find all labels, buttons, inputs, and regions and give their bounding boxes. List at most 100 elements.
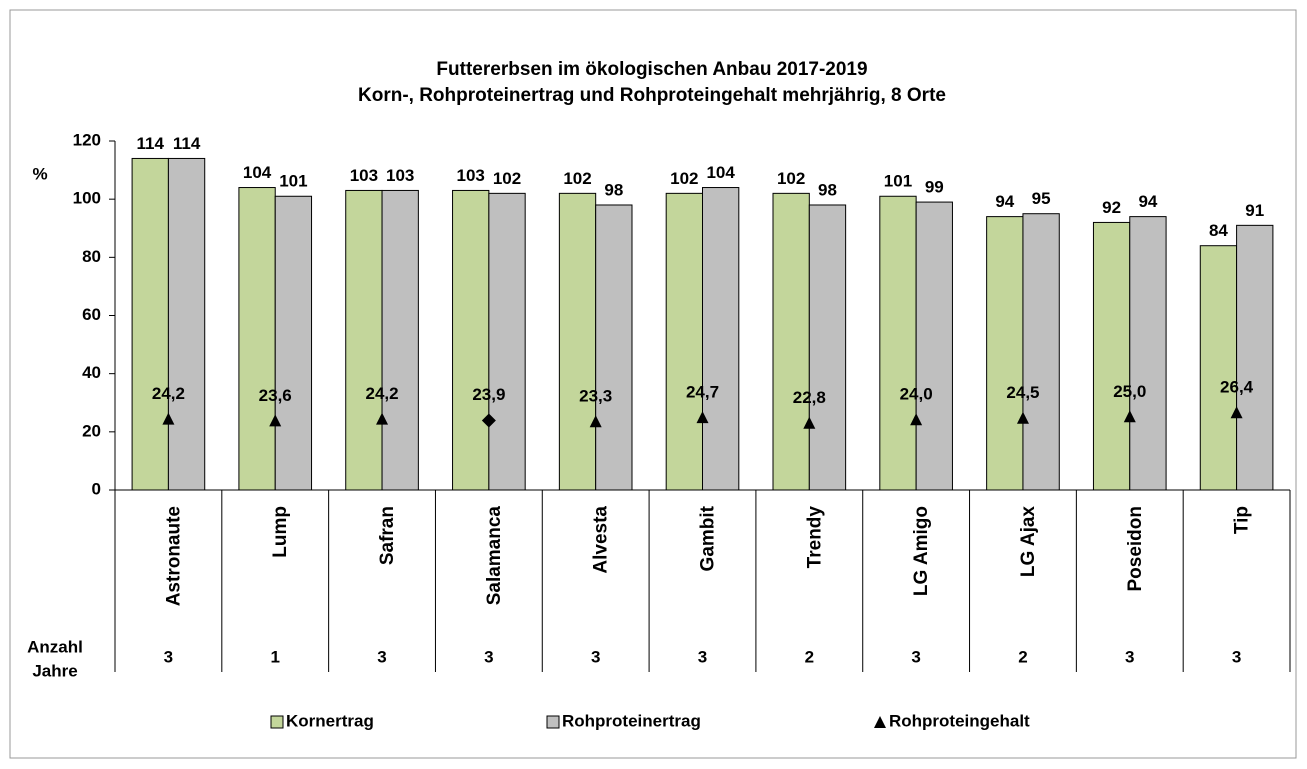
years-value: 3 xyxy=(911,647,920,666)
bar xyxy=(986,216,1024,491)
point-value-label: 24,2 xyxy=(365,384,398,403)
bar-value-label: 103 xyxy=(386,166,414,185)
bar-value-label: 94 xyxy=(1138,192,1157,211)
years-value: 3 xyxy=(1232,647,1241,666)
bar-value-label: 102 xyxy=(563,169,591,188)
y-axis-label: % xyxy=(32,164,47,183)
bar xyxy=(238,187,276,491)
legend-label: Rohproteingehalt xyxy=(889,711,1030,730)
marker xyxy=(803,416,816,429)
years-value: 3 xyxy=(484,647,493,666)
bar xyxy=(131,157,169,491)
point-value-label: 23,3 xyxy=(579,387,612,406)
point-value-label: 24,7 xyxy=(686,383,719,402)
bar-value-label: 95 xyxy=(1032,189,1051,208)
point-value-label: 25,0 xyxy=(1113,382,1146,401)
bar-value-label: 98 xyxy=(818,180,837,199)
years-value: 2 xyxy=(1018,647,1027,666)
y-tick-label: 60 xyxy=(82,305,101,324)
bar-value-label: 114 xyxy=(137,134,165,153)
bar-value-label: 91 xyxy=(1245,201,1264,220)
x-tick-label: LG Amigo xyxy=(911,506,932,596)
bar xyxy=(1022,213,1060,491)
y-tick-label: 100 xyxy=(73,189,101,208)
legend-swatch xyxy=(546,715,560,729)
bar xyxy=(665,192,704,491)
bar xyxy=(772,192,810,491)
bar xyxy=(167,157,206,491)
legend-swatch xyxy=(270,715,284,729)
x-tick-label: Gambit xyxy=(698,505,719,571)
x-tick-label: Poseidon xyxy=(1125,506,1146,592)
bar-value-label: 94 xyxy=(995,192,1014,211)
bar-value-label: 102 xyxy=(670,169,698,188)
marker xyxy=(874,716,886,728)
bar xyxy=(702,187,740,491)
y-tick-label: 80 xyxy=(82,247,101,266)
x-tick-label: LG Ajax xyxy=(1018,506,1039,578)
bar-value-label: 104 xyxy=(243,163,272,182)
bar-value-label: 99 xyxy=(925,178,944,197)
bar xyxy=(452,189,490,491)
bar xyxy=(558,192,597,491)
bar-value-label: 103 xyxy=(457,166,485,185)
bar xyxy=(879,195,917,491)
y-tick-label: 0 xyxy=(92,479,101,498)
y-tick-label: 120 xyxy=(73,130,101,149)
bar-value-label: 98 xyxy=(604,180,623,199)
bar-value-label: 102 xyxy=(493,169,521,188)
bar xyxy=(381,189,419,491)
bar xyxy=(808,204,847,491)
x-tick-label: Tip xyxy=(1232,506,1253,534)
x-tick-label: Lump xyxy=(270,506,291,558)
marker xyxy=(481,413,496,428)
marker xyxy=(1230,406,1243,419)
marker xyxy=(376,412,389,425)
bar-value-label: 92 xyxy=(1102,198,1121,217)
marker xyxy=(910,413,923,426)
marker xyxy=(162,412,175,425)
bar xyxy=(1092,221,1131,491)
point-value-label: 24,2 xyxy=(152,384,185,403)
marker xyxy=(1123,410,1136,423)
x-tick-label: Salamanca xyxy=(484,506,505,606)
chart-title: Futtererbsen im ökologischen Anbau 2017-… xyxy=(436,59,867,80)
years-value: 3 xyxy=(377,647,386,666)
bar xyxy=(274,195,313,491)
bar-value-label: 104 xyxy=(706,163,735,182)
years-value: 1 xyxy=(270,647,279,666)
years-value: 2 xyxy=(805,647,814,666)
bar xyxy=(915,201,953,491)
years-value: 3 xyxy=(164,647,173,666)
bar xyxy=(1129,216,1167,491)
bar-value-label: 101 xyxy=(884,172,912,191)
x-tick-label: Trendy xyxy=(804,506,825,569)
legend-label: Rohproteinertrag xyxy=(562,711,701,730)
chart-subtitle: Korn-, Rohproteinertrag und Rohproteinge… xyxy=(358,85,946,106)
marker xyxy=(1016,411,1029,424)
bar-value-label: 101 xyxy=(279,172,307,191)
point-value-label: 22,8 xyxy=(793,388,826,407)
point-value-label: 23,9 xyxy=(472,385,505,404)
years-label: Jahre xyxy=(32,661,77,680)
x-tick-label: Astronaute xyxy=(163,506,184,606)
point-value-label: 23,6 xyxy=(259,386,292,405)
y-tick-label: 20 xyxy=(82,421,101,440)
bar-value-label: 102 xyxy=(777,169,805,188)
y-tick-label: 40 xyxy=(82,363,101,382)
point-value-label: 24,5 xyxy=(1006,383,1039,402)
bar xyxy=(1236,224,1274,491)
bar-value-label: 114 xyxy=(173,134,201,153)
bar xyxy=(345,189,383,491)
legend-label: Kornertrag xyxy=(286,711,374,730)
point-value-label: 26,4 xyxy=(1220,378,1254,397)
x-tick-label: Safran xyxy=(377,506,398,565)
bar xyxy=(595,204,633,491)
marker xyxy=(269,414,282,427)
years-label: Anzahl xyxy=(27,637,83,656)
bar xyxy=(488,192,526,491)
x-tick-label: Alvesta xyxy=(591,506,612,574)
bar-value-label: 84 xyxy=(1209,221,1228,240)
years-value: 3 xyxy=(1125,647,1134,666)
